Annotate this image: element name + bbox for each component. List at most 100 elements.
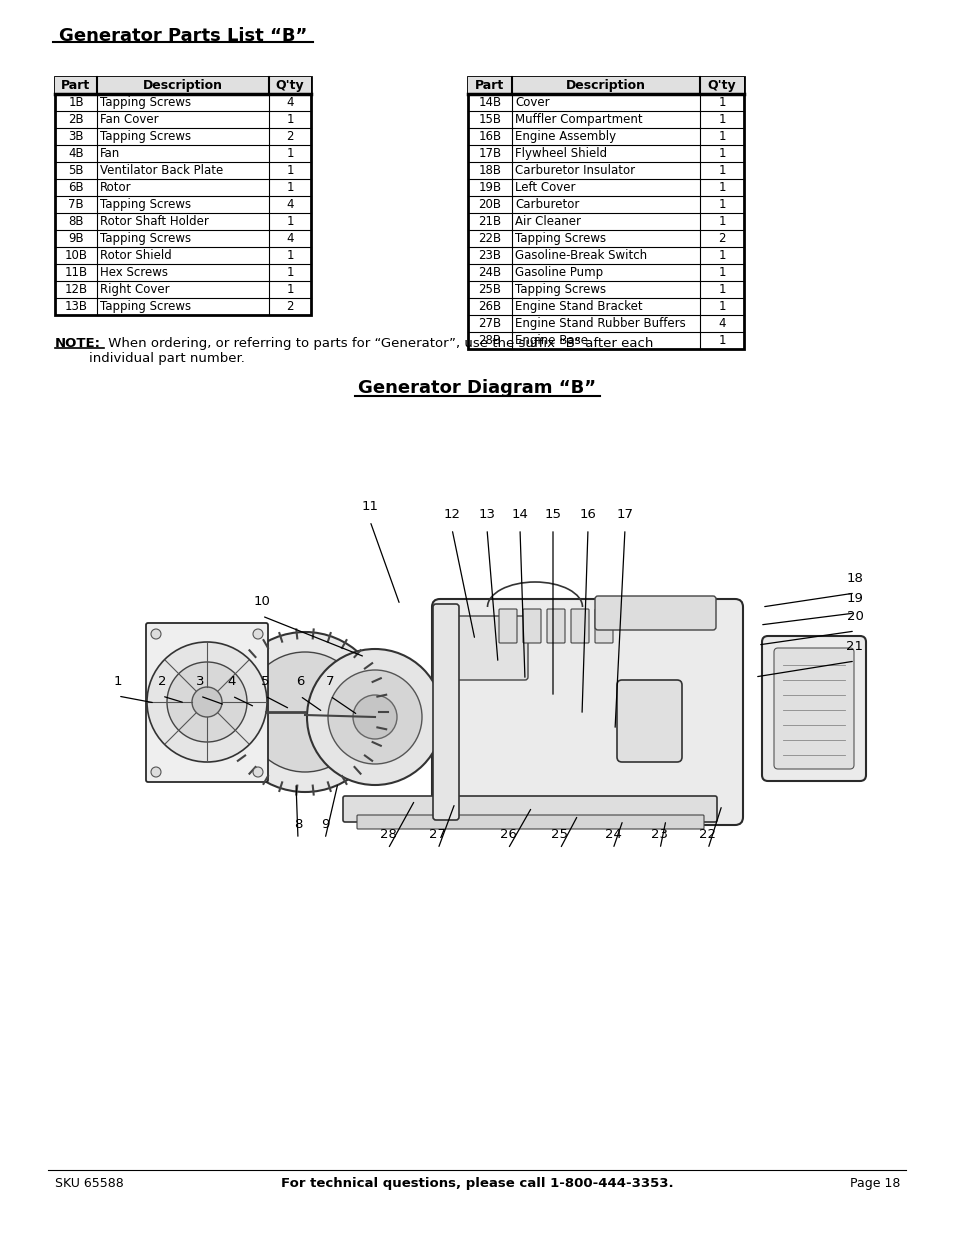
FancyBboxPatch shape — [447, 616, 527, 680]
Text: 1: 1 — [718, 300, 725, 312]
Text: 1: 1 — [286, 266, 294, 279]
Text: Rotor Shaft Holder: Rotor Shaft Holder — [100, 215, 209, 228]
Text: 4: 4 — [718, 317, 725, 330]
Text: 1: 1 — [286, 215, 294, 228]
Text: Flywheel Shield: Flywheel Shield — [515, 147, 606, 161]
Text: Hex Screws: Hex Screws — [100, 266, 168, 279]
Text: Tapping Screws: Tapping Screws — [515, 232, 605, 245]
Text: Tapping Screws: Tapping Screws — [100, 96, 191, 109]
Text: 1: 1 — [286, 283, 294, 296]
FancyBboxPatch shape — [773, 648, 853, 769]
Text: Carburetor: Carburetor — [515, 198, 578, 211]
Text: 1: 1 — [718, 333, 725, 347]
Bar — [468, 77, 743, 350]
Text: 20: 20 — [845, 610, 862, 622]
FancyBboxPatch shape — [522, 609, 540, 643]
Text: 23: 23 — [651, 827, 668, 841]
Text: 7: 7 — [325, 676, 334, 688]
Text: 3B: 3B — [69, 130, 84, 143]
Text: 1: 1 — [718, 249, 725, 262]
Text: 8: 8 — [294, 818, 302, 831]
Circle shape — [225, 632, 385, 792]
Text: For technical questions, please call 1-800-444-3353.: For technical questions, please call 1-8… — [280, 1177, 673, 1191]
Text: 11B: 11B — [65, 266, 88, 279]
Text: Tapping Screws: Tapping Screws — [100, 130, 191, 143]
Text: 21B: 21B — [478, 215, 501, 228]
FancyBboxPatch shape — [571, 609, 588, 643]
Text: 7B: 7B — [68, 198, 84, 211]
Text: 6B: 6B — [68, 182, 84, 194]
Text: 1: 1 — [286, 164, 294, 177]
Text: 1B: 1B — [68, 96, 84, 109]
Text: 24: 24 — [604, 827, 620, 841]
Bar — [468, 77, 743, 94]
FancyBboxPatch shape — [617, 680, 681, 762]
Text: 27: 27 — [429, 827, 446, 841]
Text: 15B: 15B — [478, 112, 501, 126]
Text: Page 18: Page 18 — [849, 1177, 899, 1191]
Text: Engine Stand Rubber Buffers: Engine Stand Rubber Buffers — [515, 317, 685, 330]
Text: Ventilator Back Plate: Ventilator Back Plate — [100, 164, 223, 177]
FancyBboxPatch shape — [498, 609, 517, 643]
Text: Q'ty: Q'ty — [275, 79, 304, 91]
Text: Gasoline-Break Switch: Gasoline-Break Switch — [515, 249, 646, 262]
Circle shape — [253, 767, 263, 777]
Text: 19: 19 — [845, 592, 862, 605]
Text: 10B: 10B — [65, 249, 88, 262]
Text: 16B: 16B — [478, 130, 501, 143]
Text: 23B: 23B — [478, 249, 501, 262]
Text: 1: 1 — [718, 164, 725, 177]
Text: Tapping Screws: Tapping Screws — [100, 300, 191, 312]
Text: Fan: Fan — [100, 147, 120, 161]
Text: Tapping Screws: Tapping Screws — [100, 198, 191, 211]
Text: 21: 21 — [845, 640, 862, 653]
Text: Rotor: Rotor — [100, 182, 132, 194]
Text: When ordering, or referring to parts for “Generator”, use the suffix “B” after e: When ordering, or referring to parts for… — [104, 337, 653, 350]
FancyBboxPatch shape — [433, 604, 458, 820]
FancyBboxPatch shape — [343, 797, 717, 823]
Bar — [55, 77, 311, 94]
FancyBboxPatch shape — [146, 622, 268, 782]
Text: 25: 25 — [551, 827, 568, 841]
Text: 4: 4 — [286, 232, 294, 245]
Text: Left Cover: Left Cover — [515, 182, 575, 194]
Text: 28B: 28B — [478, 333, 501, 347]
Text: 2: 2 — [286, 300, 294, 312]
Text: Air Cleaner: Air Cleaner — [515, 215, 580, 228]
Text: 26: 26 — [499, 827, 516, 841]
Text: 13B: 13B — [65, 300, 88, 312]
Text: 1: 1 — [286, 182, 294, 194]
Text: 12B: 12B — [65, 283, 88, 296]
Text: Generator Parts List “B”: Generator Parts List “B” — [59, 27, 307, 44]
Text: 4B: 4B — [68, 147, 84, 161]
Text: Gasoline Pump: Gasoline Pump — [515, 266, 602, 279]
Text: 4: 4 — [286, 198, 294, 211]
Text: 2: 2 — [157, 676, 166, 688]
Text: Carburetor Insulator: Carburetor Insulator — [515, 164, 635, 177]
Text: 22B: 22B — [478, 232, 501, 245]
Text: 9B: 9B — [68, 232, 84, 245]
Circle shape — [253, 629, 263, 638]
FancyBboxPatch shape — [595, 597, 716, 630]
Text: 8B: 8B — [69, 215, 84, 228]
Text: 10: 10 — [253, 595, 270, 608]
Bar — [55, 77, 311, 315]
Text: Part: Part — [475, 79, 504, 91]
Text: 26B: 26B — [478, 300, 501, 312]
Text: 1: 1 — [286, 147, 294, 161]
Text: Tapping Screws: Tapping Screws — [515, 283, 605, 296]
Text: 11: 11 — [361, 500, 378, 513]
Text: 4: 4 — [228, 676, 236, 688]
Text: Muffler Compartment: Muffler Compartment — [515, 112, 642, 126]
Text: 1: 1 — [718, 198, 725, 211]
Text: 16: 16 — [579, 508, 596, 521]
Circle shape — [245, 652, 365, 772]
Text: 20B: 20B — [478, 198, 501, 211]
Text: 9: 9 — [320, 818, 329, 831]
FancyBboxPatch shape — [546, 609, 564, 643]
Text: Generator Diagram “B”: Generator Diagram “B” — [357, 379, 596, 396]
Text: 2B: 2B — [68, 112, 84, 126]
Text: Rotor Shield: Rotor Shield — [100, 249, 172, 262]
Text: 14: 14 — [511, 508, 528, 521]
Circle shape — [167, 662, 247, 742]
